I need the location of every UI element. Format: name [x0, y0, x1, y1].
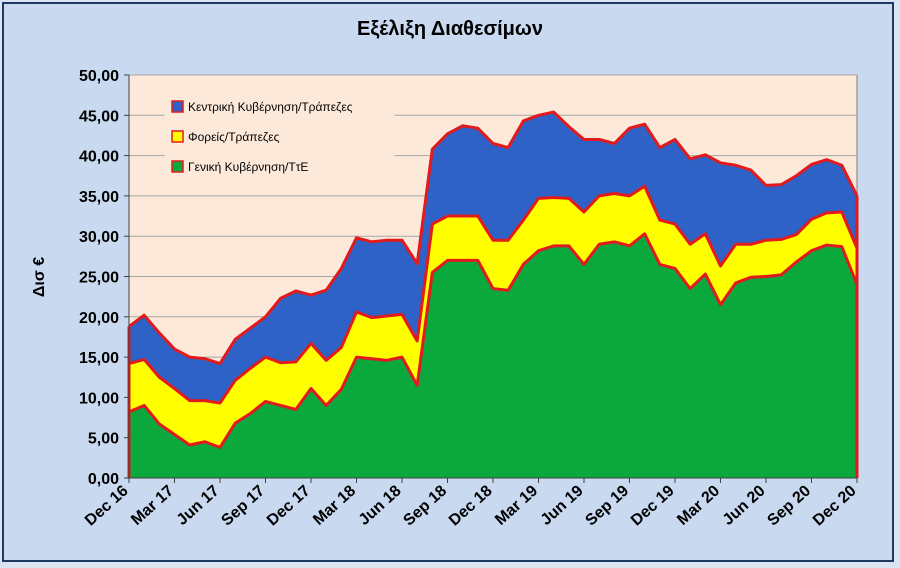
y-tick-label: 0,00 [88, 471, 119, 488]
y-axis: 0,00 5,00 10,00 15,00 20,00 25,00 30,00 35,00 40… [79, 68, 130, 488]
x-tick-label: Dec 19 [628, 482, 678, 529]
y-tick-label: 50,00 [79, 68, 119, 85]
x-tick-label: Dec 18 [446, 482, 496, 529]
x-tick-label: Mar 18 [310, 482, 359, 529]
legend-label: Φορείς/Τράπεζες [188, 130, 280, 144]
legend-swatch [171, 100, 184, 113]
x-tick-label: Sep 19 [582, 482, 632, 529]
x-tick-label: Mar 17 [128, 482, 177, 529]
y-axis-label: Δισ € [31, 257, 48, 297]
x-tick-label: Sep 20 [764, 482, 814, 529]
x-tick-label: Dec 16 [82, 482, 132, 529]
area-outline-3 [128, 110, 859, 366]
y-tick-label: 40,00 [79, 149, 119, 166]
x-tick-label: Dec 17 [264, 482, 314, 529]
legend-box [164, 87, 395, 185]
x-tick-label: Mar 19 [492, 482, 541, 529]
x-tick-label: Sep 18 [400, 482, 450, 529]
chart-title: Εξέλιξη Διαθεσίμων [357, 18, 543, 40]
y-tick-label: 10,00 [79, 390, 119, 407]
y-tick-label: 30,00 [79, 229, 119, 246]
legend-swatch [171, 160, 184, 173]
legend-swatch [171, 130, 184, 143]
y-tick-label: 5,00 [88, 431, 119, 448]
y-tick-label: 35,00 [79, 189, 119, 206]
x-tick-label: Jun 19 [538, 482, 587, 529]
legend-label: Κεντρική Κυβέρνηση/Τράπεζες [188, 100, 353, 114]
area-outline-2 [128, 184, 859, 405]
x-tick-label: Jun 18 [356, 482, 405, 529]
y-tick-label: 15,00 [79, 350, 119, 367]
legend-label: Γενική Κυβέρνηση/ΤτΕ [188, 160, 308, 174]
area-outline-1 [128, 232, 859, 449]
x-tick-label: Jun 17 [174, 482, 223, 529]
x-tick-label: Mar 20 [674, 482, 723, 529]
x-tick-label: Sep 17 [218, 482, 268, 529]
y-tick-label: 25,00 [79, 270, 119, 287]
x-tick-label: Dec 20 [810, 482, 860, 529]
legend: Κεντρική Κυβέρνηση/Τράπεζες Φορείς/Τράπεζ… [164, 87, 395, 185]
stacked-areas [127, 110, 859, 479]
y-tick-label: 45,00 [79, 108, 119, 125]
x-tick-label: Jun 20 [720, 482, 769, 529]
y-tick-label: 20,00 [79, 310, 119, 327]
area-1 [129, 233, 857, 478]
